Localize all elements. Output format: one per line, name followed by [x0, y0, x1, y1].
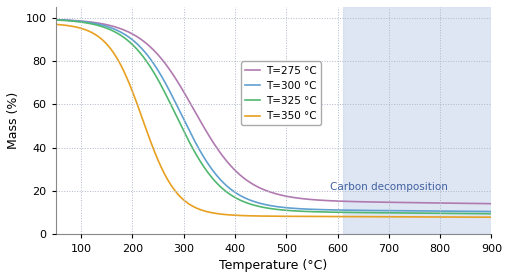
T=275 °C [52, 18, 59, 21]
Text: Carbon decomposition: Carbon decomposition [330, 182, 448, 192]
T=300 °C [265, 203, 271, 207]
T=300 °C [75, 20, 81, 23]
T=350 °C [489, 216, 495, 219]
T=275 °C [253, 184, 259, 188]
T=275 °C [475, 202, 482, 205]
T=325 °C [396, 211, 402, 215]
T=325 °C [52, 18, 59, 22]
T=275 °C [396, 201, 402, 204]
T=300 °C [52, 18, 59, 21]
T=325 °C [253, 204, 259, 207]
T=350 °C [476, 215, 482, 219]
T=275 °C [75, 19, 81, 23]
T=350 °C [396, 215, 402, 218]
T=325 °C [476, 212, 482, 215]
T=350 °C [253, 214, 259, 218]
T=325 °C [489, 212, 495, 215]
T=325 °C [75, 20, 81, 23]
Line: T=325 °C: T=325 °C [55, 20, 492, 214]
Bar [343, 7, 492, 234]
T=350 °C [75, 26, 81, 29]
T=300 °C [396, 209, 402, 212]
T=350 °C [265, 215, 271, 218]
T=350 °C [52, 23, 59, 26]
T=325 °C [475, 212, 482, 215]
T=300 °C [253, 200, 259, 204]
X-axis label: Temperature (°C): Temperature (°C) [219, 259, 328, 272]
Line: T=350 °C: T=350 °C [55, 24, 492, 217]
Y-axis label: Mass (%): Mass (%) [7, 92, 20, 149]
T=275 °C [265, 189, 271, 193]
T=325 °C [265, 206, 271, 210]
T=300 °C [489, 210, 495, 213]
T=275 °C [489, 202, 495, 205]
Line: T=275 °C: T=275 °C [55, 20, 492, 204]
T=275 °C [476, 202, 482, 205]
T=300 °C [475, 210, 482, 213]
Legend: T=275 °C, T=300 °C, T=325 °C, T=350 °C: T=275 °C, T=300 °C, T=325 °C, T=350 °C [241, 61, 321, 125]
T=300 °C [476, 210, 482, 213]
Line: T=300 °C: T=300 °C [55, 20, 492, 211]
T=350 °C [475, 215, 482, 219]
